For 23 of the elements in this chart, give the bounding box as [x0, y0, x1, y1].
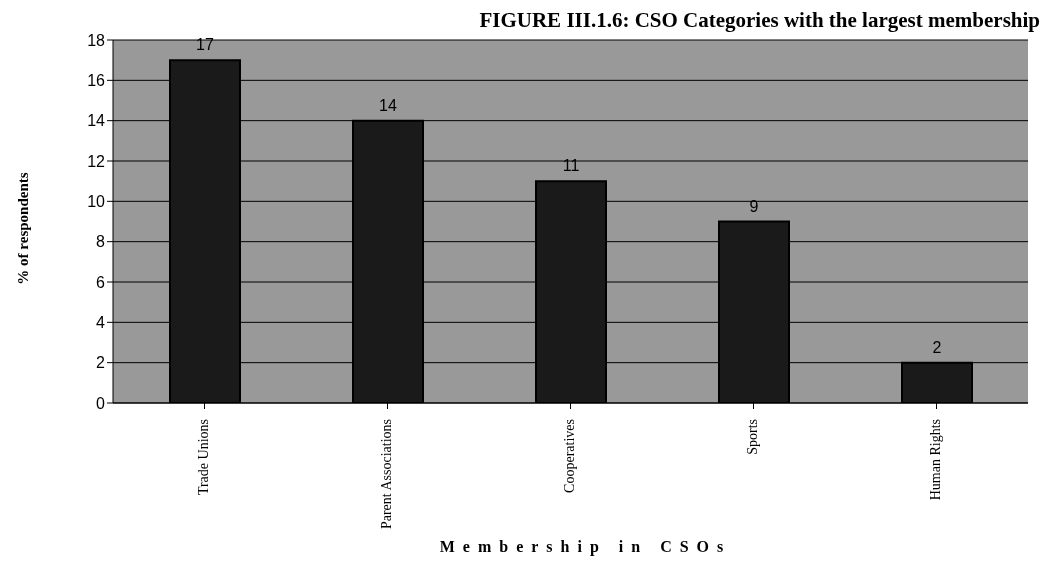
data-label: 2 — [932, 338, 942, 356]
y-tick-label: 4 — [96, 314, 106, 332]
y-tick-label: 0 — [96, 394, 106, 412]
y-tick-label: 12 — [87, 152, 106, 170]
y-tick-label: 16 — [87, 72, 106, 90]
y-tick-label: 6 — [96, 273, 106, 291]
data-label: 9 — [749, 197, 759, 215]
data-label: 17 — [196, 36, 214, 54]
x-axis-title: Membership in CSOs — [438, 538, 733, 556]
x-tick-label: Parent Associations — [378, 419, 394, 530]
y-axis-title: % of respondents — [14, 171, 32, 285]
x-tick-label: Human Rights — [927, 419, 943, 501]
data-label: 11 — [562, 157, 580, 175]
y-tick-label: 18 — [87, 31, 106, 49]
x-tick-label: Sports — [744, 419, 760, 455]
y-tick-label: 2 — [96, 354, 106, 372]
x-tick-label: Trade Unions — [195, 419, 211, 496]
y-tick-label: 14 — [87, 112, 106, 130]
data-label: 14 — [379, 96, 397, 114]
y-tick-label: 10 — [87, 193, 106, 211]
y-tick-label: 8 — [96, 233, 106, 251]
x-tick-label: Cooperatives — [561, 419, 577, 493]
chart-title: FIGURE III.1.6: CSO Categories with the largest membership — [479, 8, 1040, 33]
